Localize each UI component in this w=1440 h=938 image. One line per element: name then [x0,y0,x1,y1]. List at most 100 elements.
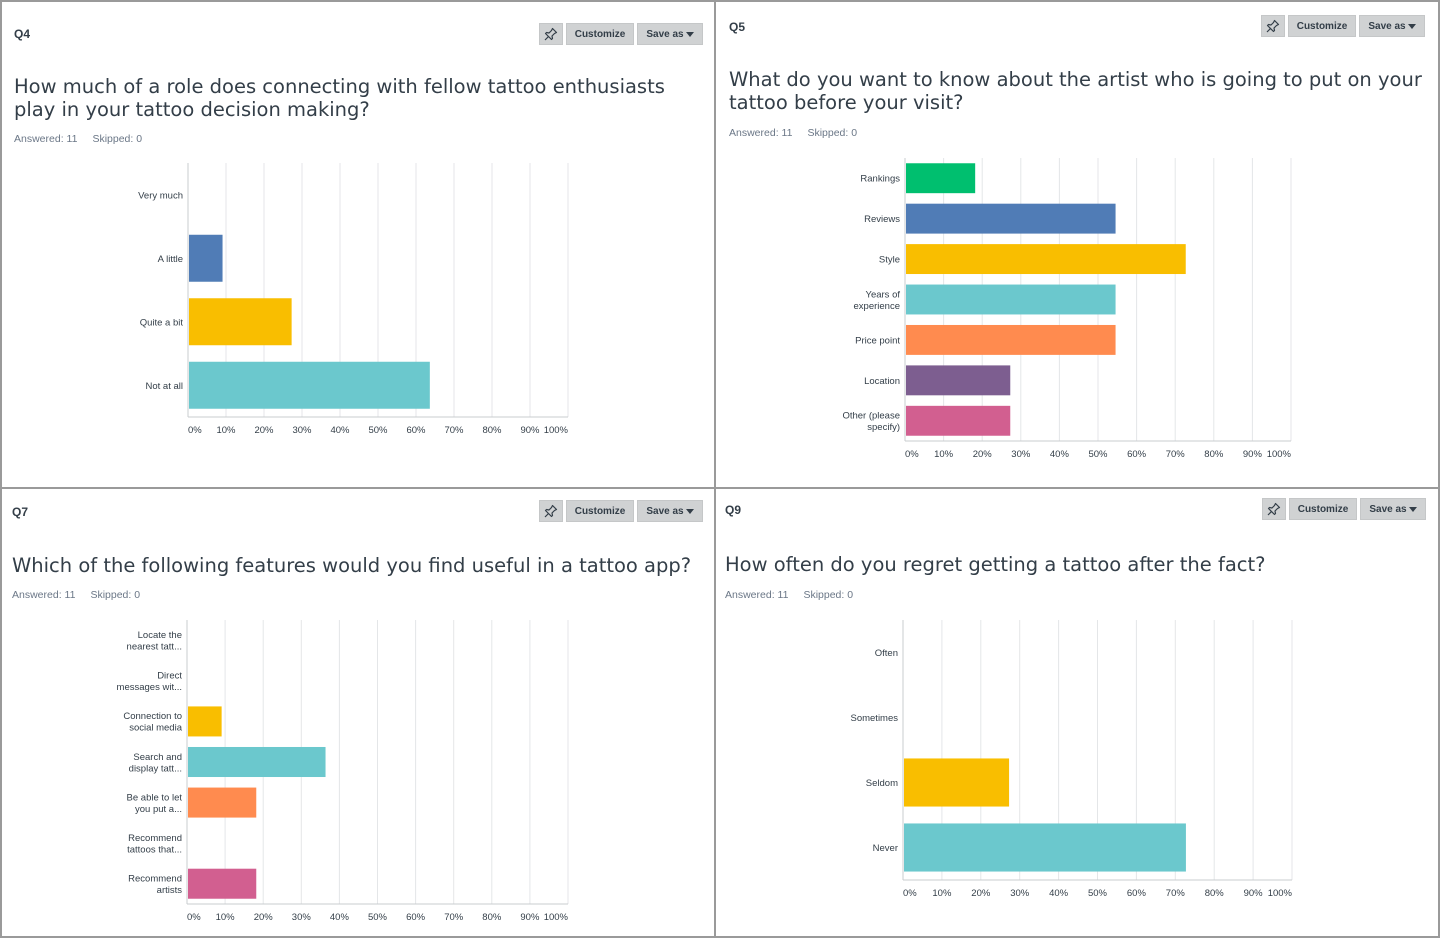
pin-icon [1267,502,1281,516]
category-label: tattoos that... [127,844,182,855]
category-label: Years of [865,289,900,300]
toolbar: Customize Save as [539,23,703,45]
x-tick-label: 60% [406,425,426,436]
customize-button[interactable]: Customize [1289,498,1357,520]
bar[interactable] [906,405,1011,436]
bar[interactable] [906,163,976,194]
x-tick-label: 60% [1127,449,1147,460]
category-label: Connection to [123,711,182,722]
customize-button[interactable]: Customize [566,23,634,45]
caret-down-icon [685,31,694,37]
pin-icon [544,27,558,41]
save-as-button[interactable]: Save as [1359,15,1425,37]
pin-button[interactable] [1262,498,1286,520]
answered-count: Answered: 11 [14,133,78,145]
x-tick-label: 0% [188,425,202,436]
x-tick-label: 40% [1050,449,1070,460]
x-tick-label: 30% [1011,449,1031,460]
bar[interactable] [189,298,292,346]
x-tick-label: 10% [934,449,954,460]
bar[interactable] [904,758,1010,807]
x-tick-label: 60% [1127,888,1147,899]
bar[interactable] [189,234,223,282]
toolbar: Customize Save as [1262,498,1426,520]
caret-down-icon [1407,23,1416,29]
bar[interactable] [188,787,257,818]
question-title: What do you want to know about the artis… [729,68,1422,114]
x-tick-label: 0% [187,912,201,923]
question-number: Q5 [729,20,746,34]
bar-chart-q4: 0% 10% 20% 30% 40% 50% 60% 70% 80% 90% 100% Very mu… [138,163,569,436]
x-tick-label: 50% [1088,449,1108,460]
category-label: artists [157,885,183,896]
category-label: Very much [138,190,183,201]
bar[interactable] [906,365,1011,396]
x-tick-label: 90% [520,912,540,923]
bar[interactable] [188,706,222,737]
bar[interactable] [906,284,1116,315]
x-tick-label: 20% [254,912,274,923]
bar[interactable] [906,203,1116,234]
x-tick-label: 90% [520,425,540,436]
save-as-button[interactable]: Save as [1360,498,1426,520]
bar-chart-q9: 0% 10% 20% 30% 40% 50% 60% 70% 80% 90% 100% Often So… [850,620,1293,899]
pin-button[interactable] [539,23,563,45]
pin-button[interactable] [1261,15,1285,37]
x-tick-label: 20% [971,888,991,899]
skipped-count: Skipped: 0 [803,589,854,601]
bar[interactable] [188,746,326,778]
customize-button[interactable]: Customize [1288,15,1356,37]
save-as-button[interactable]: Save as [637,23,703,45]
bar[interactable] [904,823,1186,872]
question-panel-q5: Q5 Customize Save as What do you want to… [714,0,1440,490]
pin-icon [1266,19,1280,33]
category-label: Rankings [860,174,900,185]
caret-down-icon [1408,506,1417,512]
bar-chart-q5: 0% 10% 20% 30% 40% 50% 60% 70% 80% 90% 100% Ranking… [842,158,1292,460]
response-summary: Answered: 11 Skipped: 0 [14,133,142,145]
category-label: Be able to let [127,792,183,803]
response-summary: Answered: 11 Skipped: 0 [725,589,853,601]
answered-count: Answered: 11 [729,127,793,139]
x-tick-label: 30% [292,425,312,436]
x-tick-label: 50% [368,912,388,923]
customize-button[interactable]: Customize [566,500,634,522]
bar[interactable] [906,244,1186,275]
category-label: A little [158,254,183,265]
question-panel-q4: Q4 Customize Save as How much of a role … [0,0,716,490]
skipped-count: Skipped: 0 [92,133,143,145]
x-tick-label: 90% [1244,888,1264,899]
skipped-count: Skipped: 0 [90,589,141,601]
toolbar: Customize Save as [1261,15,1425,37]
question-title: Which of the following features would yo… [12,554,692,577]
x-tick-label: 70% [444,425,464,436]
category-label: experience [854,301,900,312]
category-label: social media [129,723,183,734]
category-label: Search and [133,752,182,763]
bar[interactable] [188,868,257,899]
x-tick-label: 80% [1205,888,1225,899]
category-label: Reviews [864,214,900,225]
category-label: Direct [157,671,182,682]
bar[interactable] [906,324,1116,355]
skipped-count: Skipped: 0 [807,127,858,139]
x-tick-label: 30% [292,912,312,923]
x-tick-label: 10% [216,425,236,436]
x-tick-label: 40% [330,425,350,436]
save-as-label: Save as [1369,503,1407,515]
save-as-button[interactable]: Save as [637,500,703,522]
save-as-label: Save as [1368,20,1406,32]
x-tick-label: 70% [444,912,464,923]
bar[interactable] [189,361,430,409]
category-label: Recommend [128,833,182,844]
category-label: Other (please [842,411,900,422]
x-tick-label: 40% [1049,888,1069,899]
question-title: How much of a role does connecting with … [14,75,665,121]
save-as-label: Save as [646,28,684,40]
pin-button[interactable] [539,500,563,522]
category-label: messages wit... [117,682,182,693]
pin-icon [544,504,558,518]
category-label: Never [873,843,898,854]
question-number: Q9 [725,503,742,517]
x-tick-label: 30% [1010,888,1030,899]
